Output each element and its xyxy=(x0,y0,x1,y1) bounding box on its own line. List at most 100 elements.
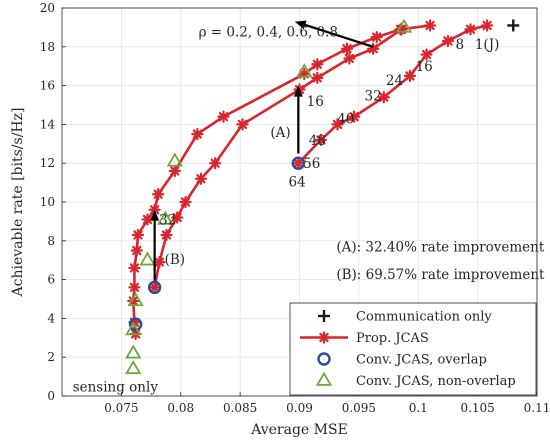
y-tick-label: 18 xyxy=(40,40,55,54)
y-tick-label: 0 xyxy=(47,389,55,403)
asterisk-stroke xyxy=(133,230,143,240)
y-tick-label: 8 xyxy=(47,234,55,248)
y-tick-label: 12 xyxy=(40,156,55,170)
legend-label-comm: Communication only xyxy=(356,310,492,325)
asterisk-stroke xyxy=(372,32,382,42)
asterisk-marker xyxy=(441,34,455,48)
asterisk-marker xyxy=(420,48,433,61)
asterisk-marker xyxy=(311,71,324,84)
asterisk-stroke xyxy=(180,197,191,207)
series-layer xyxy=(125,18,520,375)
asterisk-marker xyxy=(236,118,249,131)
x-axis-label: Average MSE xyxy=(250,422,348,438)
asterisk-stroke xyxy=(405,71,415,81)
annotation-11: 16 xyxy=(307,94,324,110)
asterisk-stroke xyxy=(319,332,329,343)
x-tick-label: 0.1 xyxy=(409,401,428,415)
asterisk-stroke xyxy=(132,245,142,256)
asterisk-marker xyxy=(343,52,356,65)
x-tick-label: 0.11 xyxy=(524,401,550,415)
asterisk-stroke xyxy=(196,174,206,184)
arrow-head-3 xyxy=(294,20,307,30)
asterisk-stroke xyxy=(154,257,165,267)
legend-label-nonoverlap: Conv. JCAS, non-overlap xyxy=(356,374,516,389)
asterisk-stroke xyxy=(129,282,140,292)
asterisk-marker xyxy=(314,133,327,147)
annotation-7: 40 xyxy=(337,112,354,128)
asterisk-stroke xyxy=(332,119,343,130)
asterisk-marker xyxy=(331,118,344,131)
y-tick-label: 16 xyxy=(40,79,55,93)
annotation-15: (A): 32.40% rate improvement xyxy=(336,240,545,256)
asterisk-marker xyxy=(128,281,141,294)
asterisk-marker xyxy=(481,19,494,32)
circle-marker xyxy=(291,156,306,170)
y-tick-label: 14 xyxy=(40,117,56,131)
asterisk-marker xyxy=(370,30,383,44)
annotation-10: 64 xyxy=(289,175,306,191)
asterisk-stroke xyxy=(142,214,153,225)
x-tick-label: 0.095 xyxy=(342,401,376,415)
annotation-layer: ρ = 0.2, 0.4, 0.6, 0.81(J)81624324048566… xyxy=(73,24,545,395)
asterisk-marker xyxy=(403,69,417,83)
asterisk-marker xyxy=(171,211,184,224)
asterisk-stroke xyxy=(482,20,492,31)
asterisk-stroke xyxy=(312,59,322,69)
circle-marker xyxy=(317,352,331,366)
triangle-marker xyxy=(296,63,313,78)
y-tick-label: 4 xyxy=(47,311,55,325)
asterisk-stroke xyxy=(210,158,220,168)
asterisk-marker xyxy=(292,157,305,170)
annotation-12: (A) xyxy=(270,125,290,141)
arrow-layer xyxy=(150,20,374,281)
asterisk-stroke xyxy=(293,158,303,168)
triangle-marker xyxy=(125,321,142,336)
asterisk-marker xyxy=(209,157,222,170)
asterisk-stroke xyxy=(161,230,172,240)
asterisk-stroke xyxy=(379,92,389,102)
asterisk-stroke xyxy=(172,212,182,223)
asterisk-stroke xyxy=(153,189,163,199)
triangle-marker xyxy=(395,18,413,33)
tick-layer: 0.075 0.08 0.085 0.09 0.095 0.1 0.105 0.1102468… xyxy=(40,1,550,415)
triangle-marker xyxy=(157,210,174,225)
asterisk-marker xyxy=(128,261,141,275)
asterisk-marker xyxy=(377,91,390,104)
asterisk-marker xyxy=(168,164,181,178)
asterisk-marker xyxy=(152,188,165,201)
asterisk-marker xyxy=(130,244,143,257)
legend-label-overlap: Conv. JCAS, overlap xyxy=(356,353,487,368)
asterisk-marker xyxy=(191,128,204,141)
asterisk-marker xyxy=(194,172,208,185)
asterisk-stroke xyxy=(425,20,435,31)
asterisk-stroke xyxy=(312,73,322,83)
asterisk-stroke xyxy=(192,129,203,139)
asterisk-stroke xyxy=(316,135,326,145)
annotation-14: (B) xyxy=(165,252,185,268)
annotation-17: sensing only xyxy=(73,379,159,395)
plus-marker xyxy=(507,19,520,32)
x-tick-label: 0.075 xyxy=(104,401,138,415)
asterisk-stroke xyxy=(368,44,378,54)
asterisk-stroke xyxy=(421,49,432,60)
asterisk-marker xyxy=(160,228,173,242)
y-tick-label: 2 xyxy=(47,350,55,364)
x-tick-label: 0.105 xyxy=(460,401,494,415)
annotation-6: 32 xyxy=(365,88,382,104)
asterisk-marker xyxy=(311,58,324,71)
arrow-head-1 xyxy=(293,85,303,97)
circle-marker xyxy=(128,317,143,331)
asterisk-marker xyxy=(464,23,477,36)
annotation-1: ρ = 0.2, 0.4, 0.6, 0.8 xyxy=(199,24,338,40)
asterisk-marker xyxy=(348,110,361,123)
asterisk-stroke xyxy=(218,112,229,122)
asterisk-marker xyxy=(153,256,166,269)
annotation-5: 24 xyxy=(386,73,403,89)
x-tick-label: 0.085 xyxy=(223,401,257,415)
asterisk-marker xyxy=(148,281,161,294)
asterisk-stroke xyxy=(149,282,160,292)
triangle-marker xyxy=(315,371,333,386)
x-tick-label: 0.08 xyxy=(167,401,194,415)
asterisk-stroke xyxy=(349,112,359,122)
